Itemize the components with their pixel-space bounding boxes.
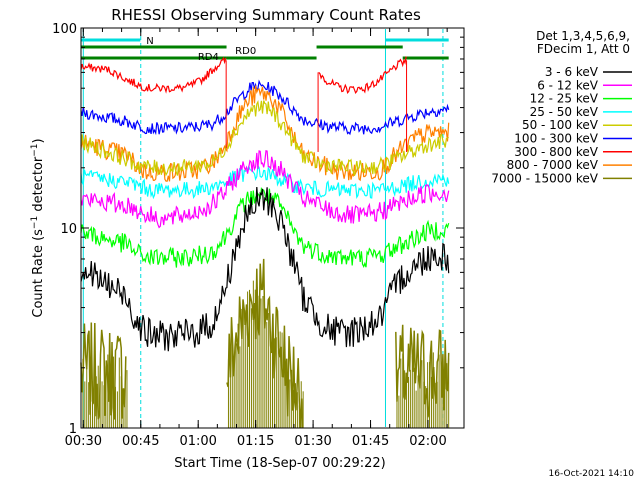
footer-timestamp: 16-Oct-2021 14:10 bbox=[549, 469, 635, 479]
x-tick-label: 01:45 bbox=[352, 434, 389, 449]
legend-label: 50 - 100 keV bbox=[522, 118, 599, 132]
chart-title: RHESSI Observing Summary Count Rates bbox=[111, 6, 421, 24]
legend-header-line-1: Det 1,3,4,5,6,9, bbox=[536, 29, 630, 43]
y-axis-label: Count Rate (s−1 detector−1) bbox=[30, 138, 46, 317]
legend-label: 3 - 6 keV bbox=[545, 65, 599, 79]
series-300-800-kev-line bbox=[80, 56, 407, 95]
y-axis: 1 10 100 bbox=[52, 22, 464, 437]
annotation-rd4: RD4 bbox=[198, 52, 219, 63]
legend-label: 100 - 300 keV bbox=[514, 132, 598, 146]
legend-label: 7000 - 15000 keV bbox=[491, 171, 598, 185]
plot-area: N RD4 RD0 bbox=[80, 29, 450, 429]
legend: Det 1,3,4,5,6,9, FDecim 1, Att 0 3 - 6 k… bbox=[491, 29, 632, 185]
series-25-50-kev-line bbox=[80, 163, 450, 200]
series-100-300-kev-line bbox=[80, 79, 450, 136]
legend-label: 300 - 800 keV bbox=[514, 145, 598, 159]
y-axis-label-exponent-2: −1 bbox=[30, 143, 40, 156]
series-3-6-kev-line bbox=[80, 186, 450, 352]
legend-label: 12 - 25 keV bbox=[530, 92, 599, 106]
x-tick-label: 00:45 bbox=[122, 434, 159, 449]
legend-label: 25 - 50 keV bbox=[530, 105, 599, 119]
y-axis-label-prefix: Count Rate (s bbox=[31, 229, 46, 318]
series-50-100-kev-line bbox=[80, 100, 449, 177]
x-tick-label: 02:00 bbox=[409, 434, 446, 449]
y-axis-label-exponent: −1 bbox=[30, 216, 40, 229]
y-axis-label-suffix: detector bbox=[31, 156, 46, 216]
x-tick-label: 01:15 bbox=[237, 434, 274, 449]
x-tick-label: 01:30 bbox=[294, 434, 331, 449]
series-12-25-kev-line bbox=[80, 187, 450, 268]
series-6-12-kev-line bbox=[80, 150, 450, 229]
annotation-n: N bbox=[146, 36, 153, 47]
legend-label: 800 - 7000 keV bbox=[507, 158, 599, 172]
legend-label: 6 - 12 keV bbox=[537, 78, 599, 92]
x-tick-label: 00:30 bbox=[65, 434, 102, 449]
annotation-rd0: RD0 bbox=[235, 46, 256, 57]
x-axis: 00:30 00:45 01:00 01:15 01:30 01:45 02:00 bbox=[65, 28, 448, 449]
series-800-7000-kev-line bbox=[80, 85, 450, 182]
y-tick-label: 10 bbox=[60, 222, 77, 237]
y-axis-label-close: ) bbox=[31, 138, 46, 143]
x-axis-label: Start Time (18-Sep-07 00:29:22) bbox=[174, 456, 385, 471]
x-tick-label: 01:00 bbox=[179, 434, 216, 449]
y-tick-label: 1 bbox=[69, 422, 77, 437]
legend-header-line-2: FDecim 1, Att 0 bbox=[537, 42, 630, 56]
y-tick-label: 100 bbox=[52, 22, 77, 37]
